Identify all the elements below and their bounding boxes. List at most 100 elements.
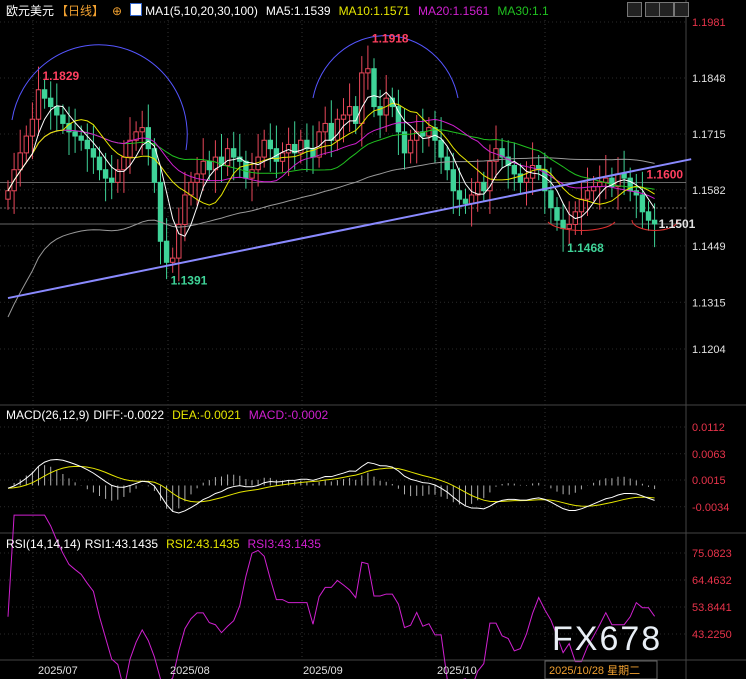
scroll-right-button[interactable]: [674, 2, 689, 17]
candle-up: [468, 194, 475, 204]
rsi1-value: RSI1:43.1435: [84, 537, 159, 551]
candle-up: [35, 89, 42, 120]
macd-diff: DIFF:-0.0022: [93, 408, 165, 422]
indicator-icon[interactable]: [130, 3, 143, 16]
candle-up: [475, 181, 481, 196]
rsi-line: [7, 514, 656, 679]
candle-down: [72, 131, 78, 137]
price-tick: 1.1204: [692, 344, 726, 356]
candle-down: [639, 194, 646, 213]
zoom-in-button[interactable]: [645, 2, 660, 17]
ma-label: MA1(5,10,20,30,100): [145, 4, 258, 18]
candle-down: [621, 173, 627, 179]
price-annotation: 1.1391: [171, 273, 208, 287]
candle-down: [420, 131, 426, 137]
candle-down: [456, 190, 463, 200]
candle-up: [407, 139, 414, 154]
candle-down: [90, 148, 97, 158]
crosshair-toggle-button[interactable]: [627, 2, 642, 17]
candle-up: [523, 177, 530, 183]
candle-up: [414, 131, 420, 141]
rsi-tick: 64.4632: [692, 575, 732, 587]
ma20-value: MA20:1.1561: [417, 4, 490, 18]
candle-down: [96, 156, 103, 171]
candle-down: [48, 97, 54, 108]
candle-down: [60, 114, 66, 124]
macd-dea: DEA:-0.0021: [172, 408, 241, 422]
x-axis-label: 2025/10: [437, 665, 477, 677]
candle-up: [176, 223, 182, 259]
candle-up: [584, 190, 591, 200]
period-selector[interactable]: 【日线】: [56, 4, 105, 18]
zoom-out-button[interactable]: [659, 2, 674, 17]
rsi-tick: 53.8441: [692, 602, 732, 614]
candle-up: [29, 118, 36, 137]
candle-down: [292, 143, 298, 154]
candle-up: [346, 106, 353, 116]
trendline: [7, 158, 692, 300]
candle-down: [505, 156, 511, 167]
macd-tick: -0.0034: [692, 502, 729, 514]
macd-tick: 0.0015: [692, 475, 726, 487]
candle-down: [109, 177, 115, 183]
main-header: 欧元美元 【日线】 ⊕ MA1(5,10,20,30,100) MA5:1.1539 MA…: [6, 2, 557, 19]
watermark-logo: FX678: [552, 620, 663, 658]
x-axis-label: 2025/09: [303, 665, 343, 677]
candle-down: [78, 135, 84, 141]
candle-down: [462, 198, 469, 204]
candle-up: [249, 169, 255, 179]
ma5-line: [7, 91, 656, 237]
candle-down: [304, 139, 310, 150]
candle-up: [261, 139, 267, 158]
candle-up: [5, 190, 11, 200]
candle-down: [450, 169, 457, 192]
price-annotation: 1.1829: [43, 69, 80, 83]
candle-up: [115, 169, 121, 183]
candle-down: [157, 181, 164, 242]
candle-up: [615, 173, 621, 188]
candle-down: [243, 160, 249, 179]
arc-drawing: [547, 221, 616, 231]
candle-up: [127, 139, 133, 158]
candle-up: [121, 156, 127, 171]
price-tick: 1.1449: [692, 241, 726, 253]
candle-down: [645, 211, 652, 221]
candle-down: [444, 156, 450, 171]
candle-down: [395, 106, 402, 133]
ma20-line: [7, 118, 655, 199]
candle-down: [517, 173, 524, 183]
price-annotation: 1.1918: [372, 32, 409, 46]
candle-up: [139, 127, 145, 133]
candle-up: [487, 160, 493, 192]
candle-up: [23, 135, 30, 154]
candle-up: [188, 181, 194, 196]
candle-up: [17, 152, 23, 171]
price-annotation: 1.1600: [646, 167, 683, 181]
price-annotation: 1.1468: [567, 241, 604, 255]
candle-down: [651, 219, 658, 225]
candle-up: [603, 177, 609, 183]
rsi-header: RSI(14,14,14) RSI1:43.1435 RSI2:43.1435 RSI…: [6, 537, 329, 551]
symbol-name: 欧元美元: [6, 4, 55, 18]
arc-drawing: [631, 219, 679, 231]
ma30-value: MA30:1.1: [497, 4, 549, 18]
price-tick: 1.1715: [692, 129, 726, 141]
candle-down: [151, 148, 158, 183]
macd-value: MACD:-0.0002: [248, 408, 329, 422]
candle-down: [377, 106, 383, 116]
candle-up: [340, 114, 347, 120]
macd-label: MACD(26,12,9): [6, 408, 90, 422]
crosshair-icon[interactable]: ⊕: [112, 4, 123, 18]
candle-down: [499, 148, 505, 158]
x-axis-label: 2025/10/28 星期二: [549, 664, 640, 677]
candle-down: [389, 97, 396, 108]
candle-up: [285, 143, 292, 154]
rsi2-value: RSI2:43.1435: [166, 537, 240, 551]
candle-up: [578, 198, 585, 213]
x-axis-label: 2025/07: [38, 665, 78, 677]
candle-down: [401, 131, 408, 154]
candle-up: [359, 72, 365, 124]
candle-down: [560, 219, 566, 230]
arc-drawing: [11, 44, 188, 151]
